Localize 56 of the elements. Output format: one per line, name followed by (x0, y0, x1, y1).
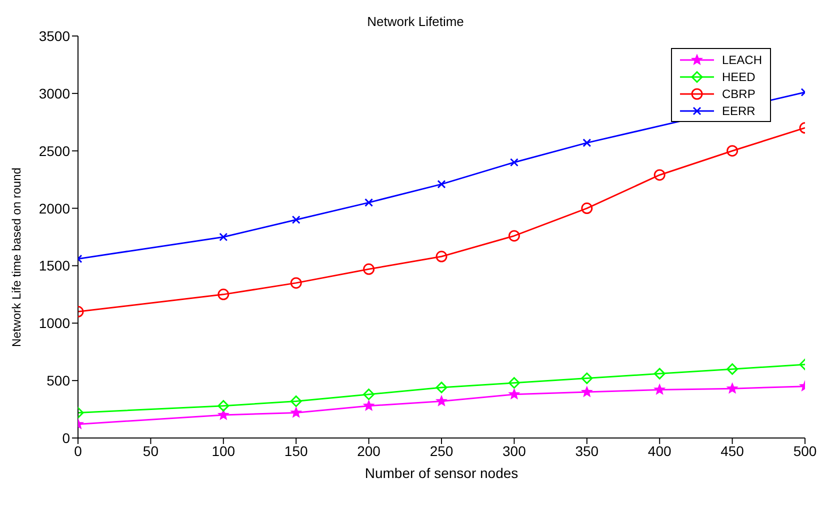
point (581, 202, 593, 214)
x-tick-label: 300 (502, 442, 526, 459)
point (726, 363, 738, 375)
x-tick-label: 350 (575, 442, 599, 459)
legend-label: CBRP (722, 86, 756, 100)
x-axis-title: Number of sensor nodes (364, 465, 518, 481)
point (436, 396, 447, 406)
point (654, 368, 666, 380)
point (218, 400, 230, 412)
point (510, 158, 518, 167)
point (582, 386, 592, 397)
x-tick-label: 50 (142, 442, 159, 459)
x-tick-label: 450 (720, 442, 744, 459)
point (364, 198, 374, 207)
x-tick-label: 200 (357, 442, 381, 459)
chart-title: Network Lifetime (366, 14, 465, 29)
y-tick-label: 3500 (38, 28, 70, 44)
point (508, 377, 520, 389)
y-tick-label: 2500 (38, 142, 70, 159)
point (654, 169, 666, 181)
point (436, 250, 448, 262)
point (218, 288, 230, 300)
y-tick-label: 3000 (38, 85, 70, 102)
point (363, 388, 375, 400)
x-tick-label: 500 (793, 442, 817, 459)
y-axis-title: Network Life time based on round (9, 168, 24, 347)
x-tick-label: 250 (430, 442, 454, 459)
point (219, 232, 228, 242)
y-tick-label: 500 (46, 372, 70, 389)
x-tick-label: 100 (212, 442, 236, 459)
point (581, 372, 593, 384)
point (508, 230, 520, 242)
point (218, 410, 229, 420)
point (726, 145, 738, 157)
point (436, 382, 448, 394)
point (727, 383, 738, 394)
point (654, 384, 665, 394)
point (292, 216, 300, 224)
y-tick-label: 0 (62, 430, 70, 446)
x-tick-label: 400 (648, 442, 672, 459)
y-tick-label: 1000 (38, 315, 70, 332)
point (290, 407, 302, 418)
point (508, 388, 520, 399)
point (363, 263, 375, 275)
y-tick-label: 2000 (38, 200, 70, 216)
x-tick-label: 150 (284, 442, 308, 459)
x-tick-label: 0 (74, 442, 82, 459)
legend-label: HEED (722, 70, 756, 84)
point (290, 395, 302, 407)
point (364, 400, 374, 410)
point (437, 180, 446, 188)
legend-label: LEACH (722, 52, 762, 66)
legend-label: EERR (722, 104, 756, 118)
y-tick-label: 1500 (38, 258, 70, 274)
point (290, 277, 302, 289)
point (582, 138, 592, 148)
